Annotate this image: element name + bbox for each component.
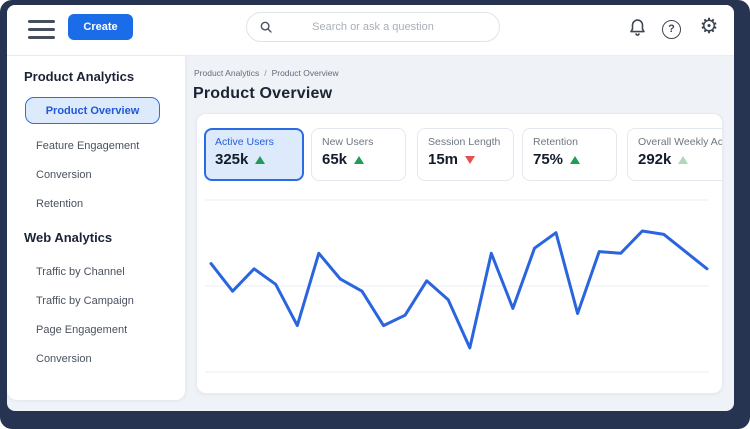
stat-value-row: 75% — [533, 151, 606, 168]
stat-label: Active Users — [215, 136, 274, 148]
stat-value: 325k — [215, 151, 249, 168]
sidebar-item-feature-engagement[interactable]: Feature Engagement — [36, 140, 140, 152]
page-title: Product Overview — [193, 85, 333, 102]
stat-label: Overall Weekly Active — [638, 136, 723, 148]
breadcrumb-separator: / — [264, 68, 267, 78]
stat-label: Retention — [533, 136, 578, 148]
trend-up-icon — [354, 155, 365, 164]
stat-value: 292k — [638, 151, 672, 168]
stat-card-new-users[interactable]: New Users 65k — [311, 128, 406, 181]
stat-value-row: 325k — [215, 151, 293, 168]
sidebar: Product Analytics Product Overview Feature… — [7, 56, 186, 400]
gear-icon: ⚙ — [699, 15, 719, 38]
help-button[interactable]: ? — [662, 19, 682, 39]
sidebar-nav: Product Analytics Product Overview Feature… — [7, 69, 185, 366]
stat-card-session-length[interactable]: Session Length 15m — [417, 128, 514, 181]
top-bar: Create ? ⚙ — [7, 5, 734, 56]
section-heading-product-analytics: Product Analytics — [24, 69, 135, 84]
trend-up-icon — [255, 155, 266, 164]
stat-value: 15m — [428, 151, 459, 168]
question-mark-icon: ? — [662, 19, 681, 39]
bell-icon — [629, 19, 645, 36]
stat-label: New Users — [322, 136, 374, 148]
trend-down-icon — [465, 155, 476, 164]
line-chart — [205, 199, 709, 373]
sidebar-item-conversion[interactable]: Conversion — [36, 169, 92, 181]
stat-card-row: Active Users 325k New Users 65k Session Leng… — [197, 114, 722, 187]
stat-card-overall-weekly-active[interactable]: Overall Weekly Active 292k — [627, 128, 723, 181]
app-window: Create ? ⚙ Product Analytics — [7, 5, 734, 411]
stat-value: 65k — [322, 151, 348, 168]
section-heading-web-analytics: Web Analytics — [24, 230, 113, 245]
trend-up-icon — [570, 155, 581, 164]
breadcrumb: Product Analytics / Product Overview — [194, 68, 339, 78]
stat-label: Session Length — [428, 136, 501, 148]
menu-icon[interactable] — [28, 20, 55, 39]
create-button[interactable]: Create — [68, 14, 133, 40]
breadcrumb-item-product-overview[interactable]: Product Overview — [271, 68, 339, 78]
chart-line — [209, 229, 709, 350]
sidebar-item-product-overview[interactable]: Product Overview — [25, 97, 160, 124]
sidebar-item-retention[interactable]: Retention — [36, 198, 84, 210]
stat-value: 75% — [533, 151, 564, 168]
breadcrumb-item-product-analytics[interactable]: Product Analytics — [194, 68, 260, 78]
stat-value-row: 15m — [428, 151, 503, 168]
trend-up-icon — [678, 155, 689, 164]
sidebar-item-conversion[interactable]: Conversion — [36, 353, 92, 365]
overview-card: Active Users 325k New Users 65k Session Leng… — [196, 113, 723, 394]
sidebar-item-traffic-by-campaign[interactable]: Traffic by Campaign — [36, 295, 134, 307]
sidebar-item-page-engagement[interactable]: Page Engagement — [36, 324, 128, 336]
sidebar-item-traffic-by-channel[interactable]: Traffic by Channel — [36, 266, 125, 278]
stat-value-row: 65k — [322, 151, 395, 168]
notifications-button[interactable] — [625, 17, 649, 41]
stat-card-retention[interactable]: Retention 75% — [522, 128, 617, 181]
search-bar — [246, 12, 500, 42]
stat-value-row: 292k — [638, 151, 719, 168]
settings-button[interactable]: ⚙ — [697, 14, 721, 40]
stat-card-active-users[interactable]: Active Users 325k — [204, 128, 304, 181]
search-icon — [260, 21, 272, 33]
search-input[interactable] — [246, 12, 500, 42]
